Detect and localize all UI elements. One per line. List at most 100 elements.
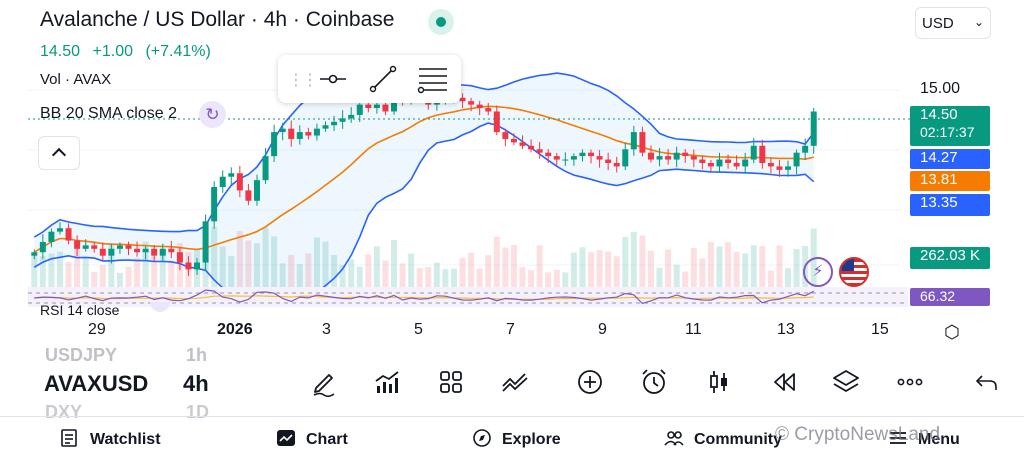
drag-handle-icon[interactable]: ⋮⋮ xyxy=(288,72,318,89)
volume-bar xyxy=(690,248,697,287)
lightning-icon[interactable]: ⚡ xyxy=(803,257,833,287)
nav-watchlist[interactable]: Watchlist xyxy=(60,429,161,449)
candle xyxy=(305,132,312,136)
candle xyxy=(202,221,209,263)
candle xyxy=(690,156,697,160)
volume-bar xyxy=(553,270,560,287)
volume-bar xyxy=(142,241,149,287)
candle xyxy=(613,162,620,167)
candle xyxy=(742,159,749,167)
candle xyxy=(108,248,115,256)
candle xyxy=(322,125,329,129)
compare-icon[interactable] xyxy=(499,366,531,398)
symbol-selector[interactable]: AVAXUSD xyxy=(44,371,149,396)
chevron-down-icon: ⌄ xyxy=(973,15,984,29)
nav-explore-label: Explore xyxy=(502,431,561,448)
undo-icon[interactable] xyxy=(970,366,1002,398)
bar-countdown: 02:17:37 xyxy=(920,124,975,140)
candle xyxy=(622,149,629,167)
volume-indicator-label[interactable]: Vol · AVAX xyxy=(40,71,112,88)
alarm-clock-icon[interactable] xyxy=(638,366,670,398)
candle xyxy=(194,262,201,270)
layouts-grid-icon[interactable] xyxy=(435,366,467,398)
candle xyxy=(699,159,706,163)
volume-bar xyxy=(408,253,415,287)
timeframe-selector[interactable]: 4h xyxy=(183,371,209,396)
chart-settings-icon[interactable]: ⬡ xyxy=(944,322,960,342)
more-icon[interactable] xyxy=(894,366,926,398)
volume-bar xyxy=(742,253,749,287)
volume-bar xyxy=(373,246,380,287)
candle xyxy=(331,121,338,126)
nav-community[interactable]: Community xyxy=(664,429,782,449)
volume-bar xyxy=(39,256,46,287)
chevron-up-icon xyxy=(51,147,67,163)
candle xyxy=(468,101,475,105)
nav-explore[interactable]: Explore xyxy=(472,429,561,449)
horizontal-line-tool-icon[interactable] xyxy=(316,63,350,95)
volume-bar xyxy=(382,260,389,287)
candle xyxy=(596,156,603,160)
candle xyxy=(134,248,141,253)
candle xyxy=(74,240,81,249)
time-tick: 13 xyxy=(777,321,795,338)
rsi-indicator-label[interactable]: RSI 14 close xyxy=(40,302,120,318)
candle xyxy=(245,190,252,201)
collapse-legend-button[interactable] xyxy=(38,136,80,170)
change-percent: (+7.41%) xyxy=(145,43,211,60)
symbol-ghost-next[interactable]: DXY xyxy=(45,402,83,422)
volume-bar xyxy=(665,249,672,287)
bb-indicator-label[interactable]: BB 20 SMA close 2 xyxy=(40,105,177,122)
symbol-ghost-prev[interactable]: USDJPY xyxy=(45,345,118,365)
currency-selector[interactable]: USD ⌄ xyxy=(915,7,991,39)
add-icon[interactable] xyxy=(574,366,606,398)
candle xyxy=(151,248,158,256)
volume-bar xyxy=(322,241,329,287)
volume-bar xyxy=(716,246,723,287)
candle xyxy=(279,128,286,133)
candle xyxy=(313,128,320,136)
timeframe-ghost-next[interactable]: 1D xyxy=(186,402,210,422)
trend-line-tool-icon[interactable] xyxy=(366,63,400,95)
chart-title[interactable]: Avalanche / US Dollar · 4h · Coinbase xyxy=(40,8,395,31)
candle xyxy=(536,149,543,153)
replay-icon[interactable] xyxy=(768,366,800,398)
candle xyxy=(348,114,355,119)
indicators-icon[interactable] xyxy=(371,366,403,398)
volume-bar xyxy=(562,272,569,287)
change-absolute: +1.00 xyxy=(92,43,133,60)
volume-bar xyxy=(759,246,766,287)
us-flag-icon[interactable] xyxy=(839,257,869,287)
candle xyxy=(185,262,192,270)
market-open-indicator xyxy=(428,9,454,35)
layers-icon[interactable] xyxy=(830,366,862,398)
rsi-settings-icon[interactable] xyxy=(150,302,170,312)
fib-retracement-tool-icon[interactable] xyxy=(416,63,450,95)
volume-bar xyxy=(108,243,115,287)
volume-bar xyxy=(776,245,783,287)
price-chart[interactable] xyxy=(0,0,1024,345)
pencil-icon[interactable] xyxy=(308,366,340,398)
timeframe-ghost-prev[interactable]: 1h xyxy=(186,345,208,365)
candle xyxy=(228,173,235,177)
candle xyxy=(630,132,637,150)
volume-bar xyxy=(425,267,432,287)
volume-bar xyxy=(91,272,98,287)
volume-bar xyxy=(134,257,141,287)
candle xyxy=(56,228,63,232)
volume-bar xyxy=(125,266,132,287)
candle-type-icon[interactable] xyxy=(703,366,735,398)
volume-bar xyxy=(707,242,714,287)
candle xyxy=(810,111,817,146)
candle xyxy=(725,159,732,163)
nav-chart[interactable]: Chart xyxy=(276,429,348,449)
candles xyxy=(31,87,817,276)
candle xyxy=(519,142,526,146)
candle xyxy=(219,176,226,188)
volume-bar xyxy=(356,266,363,287)
volume-bar xyxy=(74,247,81,287)
nav-menu[interactable]: Menu xyxy=(888,429,960,449)
volume-bar xyxy=(673,264,680,287)
refresh-icon[interactable]: ↻ xyxy=(199,101,226,128)
volume-bar xyxy=(288,254,295,287)
